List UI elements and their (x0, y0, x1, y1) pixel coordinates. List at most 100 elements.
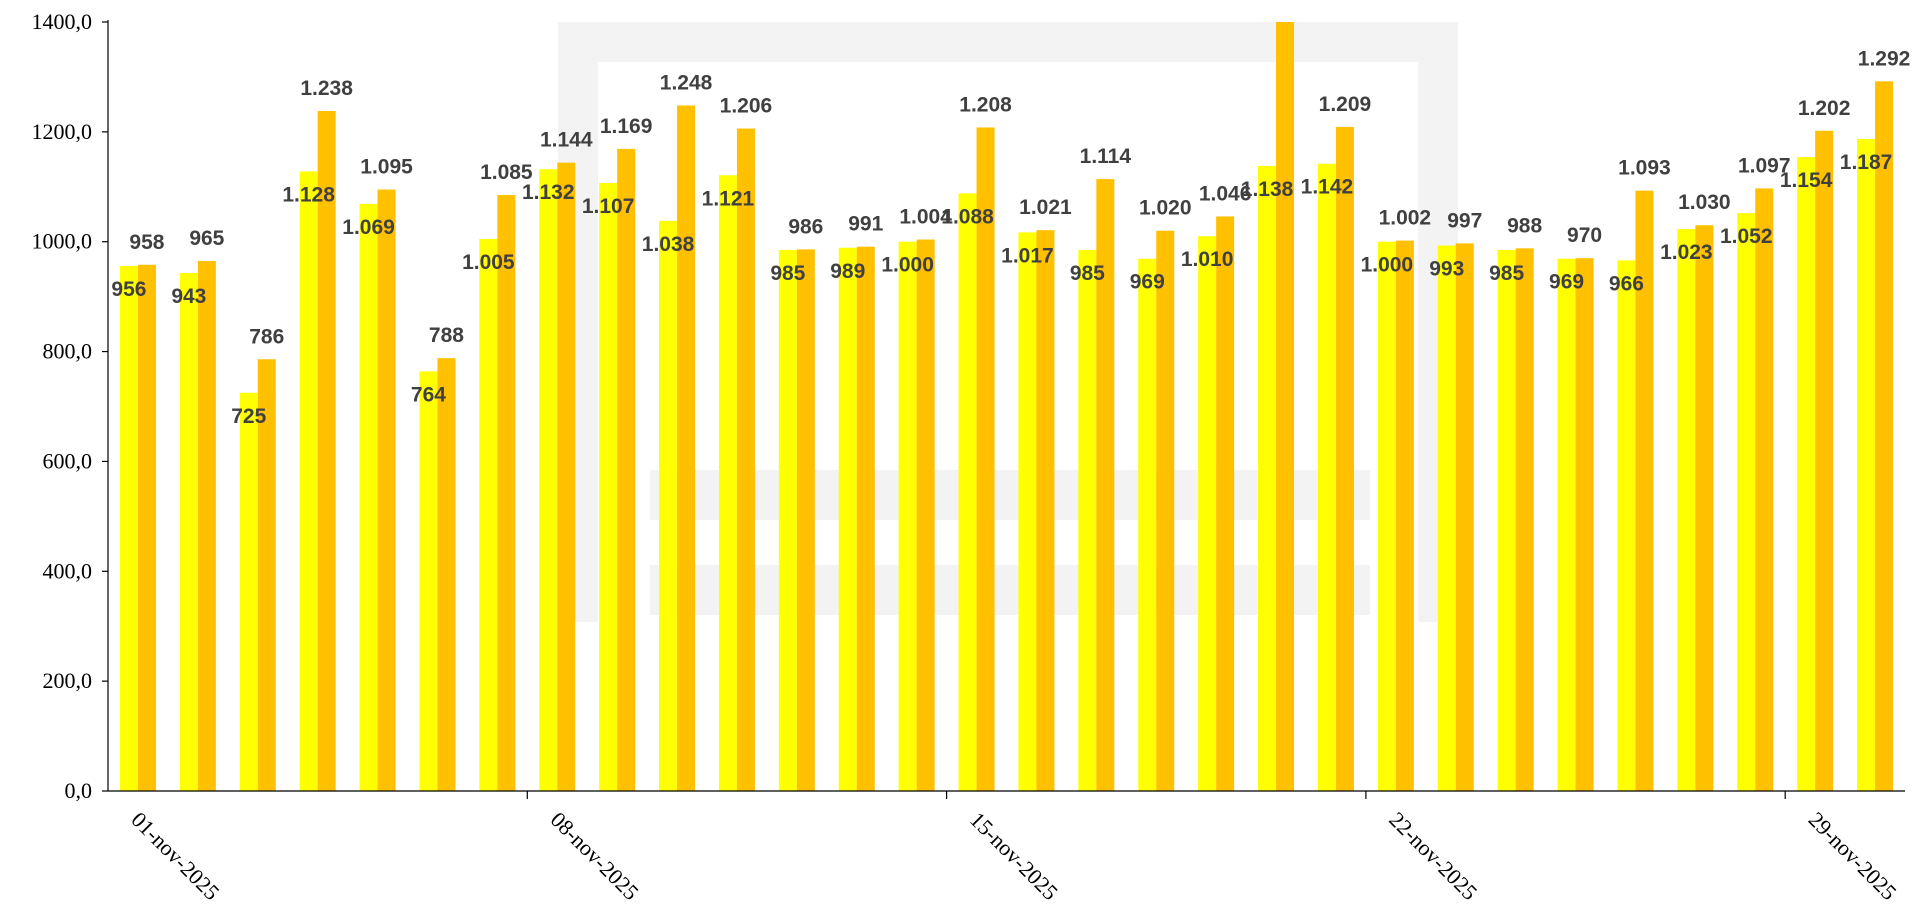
y-axis: 0,0 200,0 400,0 600,0 800,0 1000,0 1200,0 1400,… (32, 9, 109, 803)
bar-series-2 (1395, 240, 1414, 791)
data-label-series-1: 985 (770, 262, 805, 285)
bar-series-1 (179, 273, 198, 791)
data-label-series-2: 1.169 (600, 115, 653, 138)
x-tick-label: 01-nov-2025 (126, 807, 224, 905)
data-label-series-1: 966 (1609, 272, 1644, 295)
bar-series-2 (1635, 190, 1654, 791)
bar-series-2 (377, 189, 396, 791)
bar-series-2 (437, 358, 456, 791)
bar-series-1 (419, 371, 438, 791)
bars (119, 22, 1894, 792)
bar-series-2 (736, 128, 755, 792)
bar-series-1 (239, 392, 258, 791)
data-label-series-1: 1.132 (522, 181, 575, 204)
data-label-series-1: 985 (1489, 262, 1524, 285)
y-tick-label: 1200,0 (32, 119, 93, 144)
data-label-series-1: 1.142 (1301, 176, 1354, 199)
bar-series-1 (1377, 241, 1396, 791)
bar-series-2 (317, 110, 336, 792)
bar-series-2 (976, 127, 995, 791)
data-label-series-1: 1.138 (1241, 178, 1294, 201)
data-label-series-2: 1.238 (300, 77, 353, 100)
data-label-series-1: 1.000 (1361, 254, 1414, 277)
data-label-series-1: 1.052 (1720, 225, 1773, 248)
x-tick-label: 08-nov-2025 (546, 807, 644, 905)
bar-series-2 (677, 105, 696, 791)
data-label-series-1: 956 (111, 278, 146, 301)
y-tick-label: 400,0 (43, 558, 93, 583)
bar-series-2 (1695, 225, 1714, 791)
data-label-series-1: 1.121 (702, 187, 755, 210)
data-label-series-1: 1.128 (282, 183, 335, 206)
bar-series-1 (778, 249, 797, 792)
bar-series-1 (898, 241, 917, 791)
data-label-series-1: 985 (1070, 262, 1105, 285)
data-label-series-1: 1.023 (1660, 241, 1713, 264)
y-tick-label: 1400,0 (32, 9, 93, 34)
bar-series-2 (1815, 130, 1834, 792)
data-label-series-2: 1.097 (1738, 154, 1791, 177)
data-label-series-1: 1.000 (881, 254, 934, 277)
bar-series-1 (1557, 258, 1576, 791)
data-label-series-2: 997 (1447, 209, 1482, 232)
data-label-series-2: 1.114 (1080, 145, 1132, 168)
bar-series-2 (137, 264, 156, 791)
bar-series-2 (1156, 230, 1175, 791)
bar-series-1 (479, 238, 498, 792)
y-tick-label: 1000,0 (32, 229, 93, 254)
bar-series-1 (1138, 258, 1157, 791)
data-label-series-2: 1.046 (1199, 182, 1252, 205)
bar-series-1 (1258, 165, 1277, 792)
data-label-series-2: 970 (1567, 224, 1602, 247)
bar-series-1 (1078, 249, 1097, 792)
y-tick-label: 600,0 (43, 448, 93, 473)
bar-series-1 (359, 203, 378, 791)
bar-series-2 (1455, 243, 1474, 792)
data-label-series-1: 725 (231, 405, 266, 428)
bar-series-1 (1317, 163, 1336, 792)
bar-series-1 (1198, 236, 1217, 791)
data-label-series-2: 1.248 (660, 71, 713, 94)
data-label-series-1: 1.038 (642, 233, 695, 256)
data-label-series-2: 1.093 (1618, 157, 1671, 180)
bar-series-1 (1617, 260, 1636, 791)
bar-series-1 (659, 220, 678, 791)
data-label-series-2: 788 (429, 324, 464, 347)
data-label-series-2: 1.002 (1379, 207, 1432, 230)
bar-series-2 (617, 148, 636, 791)
data-label-series-1: 993 (1429, 258, 1464, 281)
data-label-series-1: 1.107 (582, 195, 635, 218)
bar-series-2 (1875, 81, 1894, 791)
bar-series-2 (1096, 179, 1115, 792)
data-label-series-2: 991 (848, 213, 883, 236)
bar-series-2 (916, 239, 935, 791)
x-tick-label: 29-nov-2025 (1804, 807, 1902, 905)
bar-series-1 (1018, 232, 1037, 791)
bar-series-2 (1276, 22, 1295, 791)
bar-series-2 (1335, 126, 1354, 791)
bar-series-2 (197, 260, 216, 791)
data-label-series-2: 1.030 (1678, 191, 1731, 214)
bar-series-2 (1036, 230, 1055, 791)
bar-series-1 (599, 182, 618, 791)
data-label-series-1: 1.154 (1780, 169, 1833, 192)
data-label-series-2: 986 (788, 215, 823, 238)
bar-series-1 (299, 171, 318, 792)
bar-series-1 (958, 193, 977, 791)
data-label-series-2: 1.004 (899, 206, 952, 229)
bar-series-1 (1437, 245, 1456, 792)
bar-series-1 (718, 175, 737, 791)
data-labels: 956 943 725 1.128 1.069 764 1.005 1.132 1.107 1.0… (111, 47, 1910, 427)
data-label-series-1: 1.088 (941, 205, 994, 228)
data-label-series-2: 1.021 (1019, 196, 1072, 219)
data-label-series-1: 1.017 (1001, 244, 1054, 267)
data-label-series-1: 989 (830, 260, 865, 283)
data-label-series-2: 1.292 (1858, 47, 1911, 70)
bar-series-1 (119, 265, 138, 792)
bar-series-1 (539, 169, 558, 792)
x-tick-label: 22-nov-2025 (1384, 807, 1482, 905)
bar-series-2 (257, 359, 276, 791)
data-label-series-1: 764 (411, 383, 446, 406)
data-label-series-1: 1.010 (1181, 248, 1234, 271)
